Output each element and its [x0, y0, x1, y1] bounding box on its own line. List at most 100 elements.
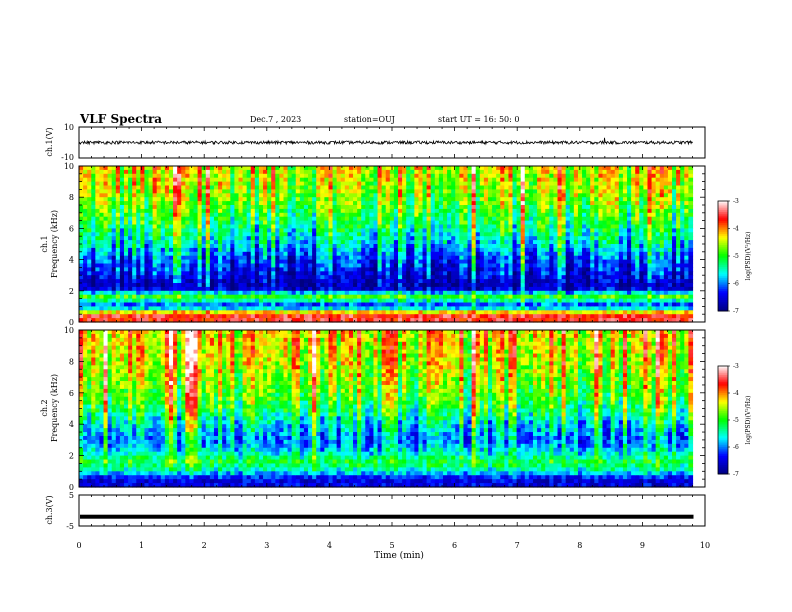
spectrogram-cell — [164, 169, 170, 175]
spectrogram-cell — [545, 201, 550, 206]
spectrogram-cell — [320, 177, 325, 183]
spectrogram-cell — [328, 212, 334, 218]
spectrogram-cell — [504, 189, 510, 194]
spectrogram-cell — [357, 259, 362, 265]
spectrogram-cell — [83, 267, 88, 272]
spectrogram-cell — [353, 173, 358, 179]
spectrogram-cell — [115, 193, 121, 198]
spectrogram-cell — [205, 255, 211, 261]
spectrogram-cell — [426, 298, 432, 304]
spectrogram-cell — [226, 201, 231, 206]
spectrogram-cell — [541, 302, 546, 307]
spectrogram-cell — [463, 290, 469, 296]
spectrogram-cell — [524, 166, 530, 171]
spectrogram-cell — [152, 283, 158, 288]
spectrogram-cell — [537, 169, 542, 175]
spectrogram-cell — [471, 251, 477, 257]
spectrogram-cell — [393, 173, 399, 179]
spectrogram-cell — [496, 247, 501, 253]
spectrogram-cell — [565, 240, 571, 245]
spectrogram-cell — [91, 212, 96, 218]
spectrogram-cell — [389, 181, 395, 187]
spectrogram-cell — [295, 294, 301, 300]
spectrogram-cell — [103, 247, 109, 253]
spectrogram-cell — [242, 216, 248, 222]
spectrogram-cell — [361, 318, 366, 323]
spectrogram-cell — [111, 267, 117, 272]
spectrogram-cell — [205, 166, 211, 171]
spectrogram-cell — [467, 166, 473, 171]
spectrogram-cell — [136, 232, 141, 237]
spectrogram-cell — [140, 263, 146, 268]
spectrogram-cell — [312, 166, 317, 171]
spectrogram-cell — [398, 271, 403, 276]
spectrogram-cell — [406, 267, 411, 272]
spectrogram-cell — [230, 197, 236, 202]
spectrogram-cell — [156, 247, 162, 253]
spectrogram-cell — [549, 201, 555, 206]
spectrogram-cell — [487, 302, 493, 307]
spectrogram-cell — [504, 205, 510, 210]
spectrogram-cell — [201, 173, 207, 179]
spectrogram-cell — [500, 232, 505, 237]
spectrogram-cell — [471, 306, 477, 311]
spectrogram-cell — [218, 208, 223, 214]
spectrogram-cell — [316, 181, 321, 187]
spectrogram-cell — [520, 185, 526, 190]
spectrogram-cell — [299, 271, 305, 276]
spectrogram-cell — [238, 247, 244, 253]
spectrogram-cell — [119, 263, 125, 268]
spectrogram-cell — [316, 247, 321, 253]
spectrogram-cell — [475, 240, 481, 245]
spectrogram-cell — [226, 169, 231, 175]
spectrogram-cell — [381, 302, 387, 307]
spectrogram-cell — [479, 298, 485, 304]
spectrogram-cell — [447, 216, 452, 222]
spectrogram-cell — [95, 212, 101, 218]
spectrogram-cell — [283, 255, 289, 261]
spectrogram-cell — [119, 197, 125, 202]
spectrogram-cell — [238, 236, 244, 241]
spectrogram-cell — [344, 181, 350, 187]
spectrogram-cell — [549, 294, 555, 300]
spectrogram-cell — [348, 310, 354, 315]
spectrogram-cell — [549, 166, 555, 171]
spectrogram-cell — [504, 166, 510, 171]
spectrogram-cell — [230, 244, 236, 249]
spectrogram-cell — [541, 208, 546, 214]
spectrogram-cell — [177, 279, 182, 284]
spectrogram-cell — [152, 181, 158, 187]
spectrogram-cell — [332, 255, 338, 261]
spectrogram-cell — [545, 251, 550, 257]
spectrogram-cell — [516, 169, 522, 175]
spectrogram-cell — [250, 197, 256, 202]
spectrogram-cell — [443, 169, 448, 175]
spectrogram-cell — [508, 259, 514, 265]
spectrogram-cell — [496, 318, 501, 323]
spectrogram-cell — [168, 263, 174, 268]
spectrogram-cell — [185, 255, 191, 261]
spectrogram-cell — [434, 220, 440, 226]
spectrogram-cell — [459, 201, 465, 206]
spectrogram-cell — [443, 181, 448, 187]
spectrogram-cell — [238, 244, 244, 249]
spectrogram-cell — [160, 232, 166, 237]
spectrogram-cell — [426, 185, 432, 190]
spectrogram-cell — [524, 185, 530, 190]
spectrogram-cell — [209, 189, 215, 194]
spectrogram-cell — [398, 177, 403, 183]
spectrogram-cell — [173, 310, 178, 315]
spectrogram-cell — [193, 302, 199, 307]
spectrogram-cell — [516, 205, 522, 210]
spectrogram-cell — [320, 181, 325, 187]
spectrogram-cell — [160, 298, 166, 304]
spectrogram-cell — [418, 275, 424, 280]
spectrogram-cell — [516, 271, 522, 276]
spectrogram-cell — [528, 244, 534, 249]
spectrogram-cell — [528, 263, 534, 268]
spectrogram-cell — [148, 290, 154, 296]
spectrogram-cell — [455, 255, 460, 261]
spectrogram-cell — [213, 228, 219, 233]
spectrogram-cell — [377, 294, 383, 300]
spectrogram-cell — [422, 228, 428, 233]
